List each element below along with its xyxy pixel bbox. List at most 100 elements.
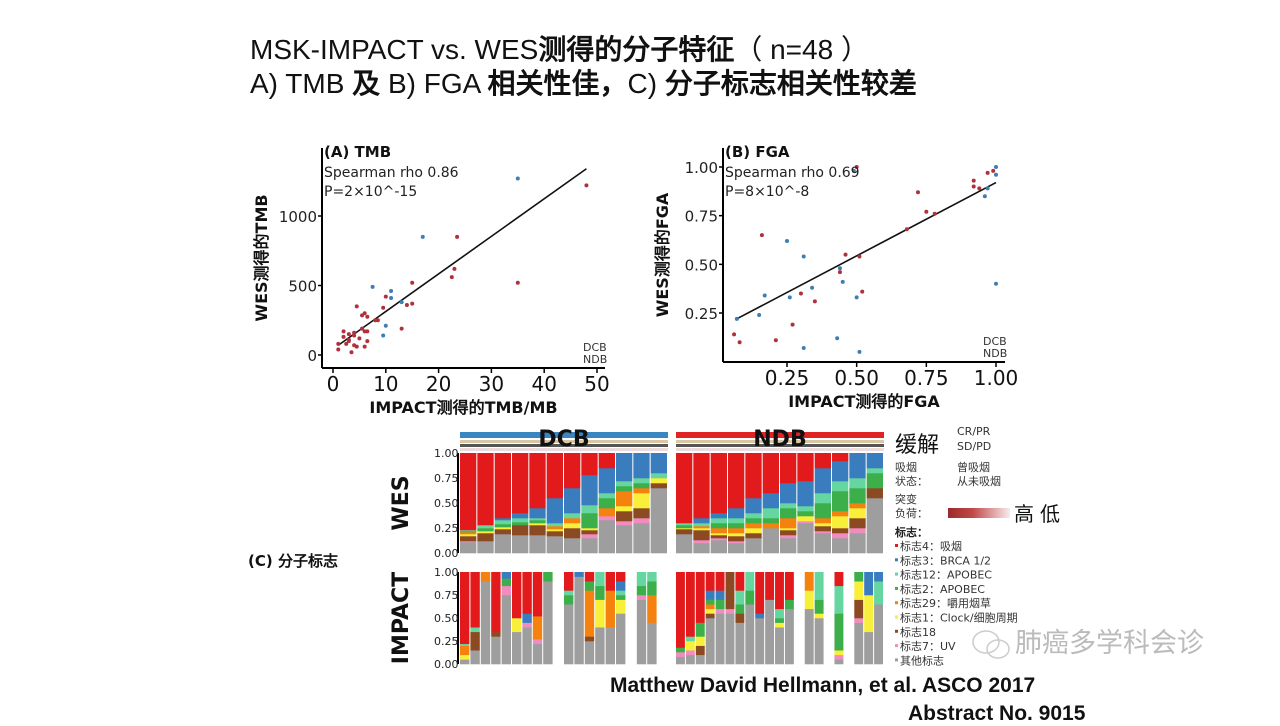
bar-segment	[710, 513, 727, 519]
bar-segment	[460, 453, 477, 531]
bar-segment	[695, 622, 705, 637]
bar-segment	[866, 498, 883, 554]
bar-segment	[715, 608, 725, 614]
bar-segment	[616, 521, 633, 526]
bar-segment	[616, 511, 633, 522]
bar-segment	[676, 572, 685, 648]
bar-segment	[745, 604, 755, 665]
bar-segment	[797, 506, 814, 512]
bar-segment	[460, 541, 477, 543]
bar-segment	[780, 530, 797, 536]
bar-segment	[685, 572, 695, 637]
data-point-dcb	[801, 254, 806, 259]
bar-segment	[494, 524, 511, 528]
bar-segment	[616, 599, 626, 614]
y-tick-label: 0.75	[434, 589, 459, 602]
bar-segment	[494, 520, 511, 525]
bar-segment	[705, 608, 715, 614]
legend-burden-label-2: 负荷：	[895, 506, 928, 520]
legend-smoking-item: 从未吸烟	[957, 474, 1001, 488]
chart-title: (A) TMB	[324, 143, 391, 161]
bar-segment	[814, 518, 831, 524]
bar-segment	[491, 636, 501, 665]
legend-signature-item: 标志2：APOBEC	[900, 582, 985, 596]
data-point-ndb	[971, 184, 976, 189]
bar-segment	[685, 641, 695, 651]
bar-segment	[784, 608, 794, 665]
x-axis-label: IMPACT测得的FGA	[788, 392, 940, 411]
bar-segment	[849, 518, 866, 529]
bar-segment	[477, 533, 494, 542]
bar-segment	[745, 590, 755, 605]
data-point-dcb	[757, 312, 762, 317]
y-tick-label: 1000	[279, 208, 317, 226]
data-point-ndb	[985, 170, 990, 175]
bar-segment	[715, 572, 725, 591]
bar-segment	[584, 590, 595, 637]
bar-segment	[633, 508, 650, 519]
data-point-ndb	[346, 339, 351, 344]
bar-segment	[574, 576, 584, 665]
data-point-ndb	[362, 344, 367, 349]
bar-segment	[775, 618, 784, 623]
title-b: B) FGA	[380, 68, 488, 99]
y-tick-label: 500	[288, 278, 317, 296]
bar-segment	[814, 531, 831, 534]
data-point-dcb	[840, 279, 845, 284]
watermark-text: 肺癌多学科会诊	[1015, 628, 1204, 659]
bar-segment	[735, 572, 745, 591]
y-tick-label: 0.00	[434, 547, 459, 560]
bar-segment	[676, 656, 685, 665]
watermark: 肺癌多学科会诊	[972, 628, 1204, 660]
data-point-dcb	[389, 289, 394, 294]
bar-segment	[564, 590, 574, 596]
bar-segment	[710, 535, 727, 539]
bar-segment	[780, 453, 797, 484]
bar-segment	[832, 528, 849, 534]
smoking-track	[460, 440, 668, 443]
bar-segment	[745, 523, 762, 529]
legend-swatch	[895, 558, 898, 562]
y-tick-label: 0.50	[434, 497, 459, 510]
bar-segment	[605, 590, 615, 628]
bar-segment	[814, 533, 831, 554]
bar-segment	[780, 528, 797, 531]
legend-signature-label: 标志：	[894, 525, 928, 539]
bar-segment	[695, 572, 705, 623]
bar-segment	[814, 599, 824, 614]
title-b-cjk: 相关性佳，	[487, 68, 628, 99]
slide-title-line1: MSK-IMPACT vs. WES测得的分子特征（ n=48 ）	[250, 28, 869, 68]
bar-segment	[693, 543, 710, 554]
data-point-ndb	[449, 275, 454, 280]
response-track-ndb	[676, 432, 884, 438]
x-tick-label: 0.25	[765, 366, 810, 390]
bar-segment	[814, 493, 831, 504]
bar-segment	[460, 531, 477, 533]
bar-segment	[598, 508, 615, 517]
bar-segment	[695, 636, 705, 646]
bar-segment	[546, 523, 563, 527]
title-latin: MSK-IMPACT vs. WES	[250, 34, 539, 65]
bar-segment	[574, 572, 584, 577]
wechat-icon	[972, 630, 1010, 659]
slide-title-line2: A) TMB 及 B) FGA 相关性佳，C) 分子标志相关性较差	[250, 62, 917, 102]
y-tick-label: 0.25	[685, 305, 718, 323]
bar-segment	[745, 453, 762, 499]
bar-segment	[460, 542, 477, 554]
legend-signature-item: 标志18	[900, 625, 936, 639]
legend-smoking-item: 曾吸烟	[957, 460, 990, 474]
bar-segment	[874, 572, 883, 582]
bar-segment	[480, 572, 491, 582]
data-point-dcb	[985, 186, 990, 191]
legend-burden-high: 高	[1014, 502, 1034, 526]
data-point-dcb	[835, 336, 840, 341]
bar-segment	[477, 531, 494, 534]
bar-segment	[676, 528, 693, 530]
data-point-dcb	[370, 284, 375, 289]
data-point-dcb	[787, 295, 792, 300]
data-point-ndb	[357, 336, 362, 341]
bar-segment	[460, 659, 470, 665]
bar-segment	[676, 652, 685, 657]
smoking-track	[676, 440, 884, 443]
bar-segment	[616, 486, 633, 492]
